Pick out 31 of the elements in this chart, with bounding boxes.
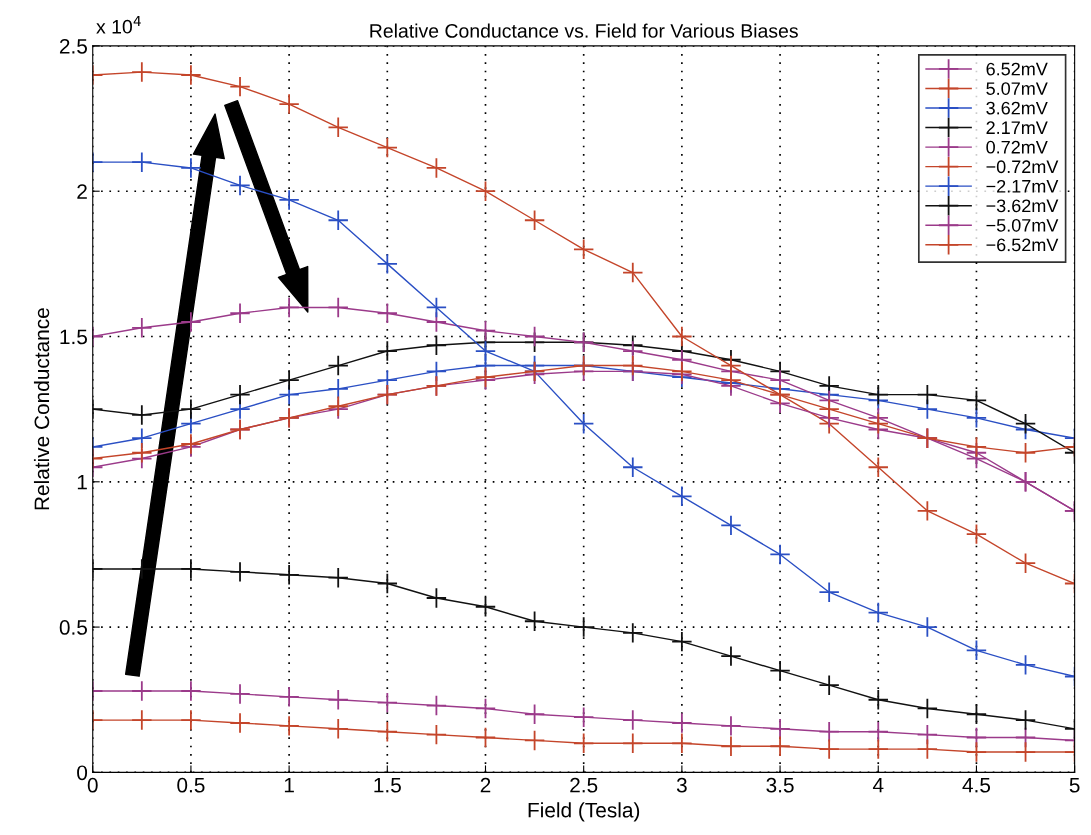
x-axis-title: Field (Tesla)	[528, 802, 640, 822]
y-axis-title: Relative Conductance	[33, 308, 50, 510]
x-tick-label: 2	[480, 777, 491, 793]
x-tick-label: 3	[676, 777, 687, 793]
x-tick-label: 3.5	[766, 777, 794, 793]
legend-label: −3.62mV	[986, 199, 1059, 213]
y-tick-label: 2.5	[59, 38, 87, 54]
y-tick-label: 1.5	[60, 329, 87, 345]
y-tick-label: 0.5	[59, 620, 87, 635]
legend-label: −6.52mV	[986, 238, 1059, 252]
legend-label: 0.72mV	[986, 140, 1048, 154]
y-tick-label: 0	[77, 765, 88, 781]
y-tick-label: 2	[77, 184, 87, 199]
x-tick-label: 0	[87, 777, 98, 793]
x-tick-label: 4	[872, 778, 884, 793]
x-tick-label: 5	[1069, 778, 1080, 793]
legend-label: 6.52mV	[986, 62, 1048, 76]
text: x 10$^{4}$	[96, 16, 141, 34]
chart-title: Relative Conductance vs. Field for Various Biases	[370, 23, 798, 38]
legend-label: −2.17mV	[986, 179, 1059, 193]
legend-label: 5.07mV	[986, 82, 1048, 95]
legend-label: 3.62mV	[986, 101, 1048, 115]
x-tick-label: 2.5	[570, 777, 598, 793]
legend-label: −5.07mV	[986, 218, 1059, 232]
legend-label: 2.17mV	[986, 121, 1048, 134]
y-tick-label: 1	[77, 475, 87, 490]
x-tick-label: 1.5	[374, 778, 401, 793]
x-tick-label: 0.5	[177, 777, 205, 793]
x-tick-label: 1	[284, 778, 294, 793]
x-tick-label: 4.5	[962, 778, 991, 793]
legend-label: −0.72mV	[986, 160, 1059, 174]
